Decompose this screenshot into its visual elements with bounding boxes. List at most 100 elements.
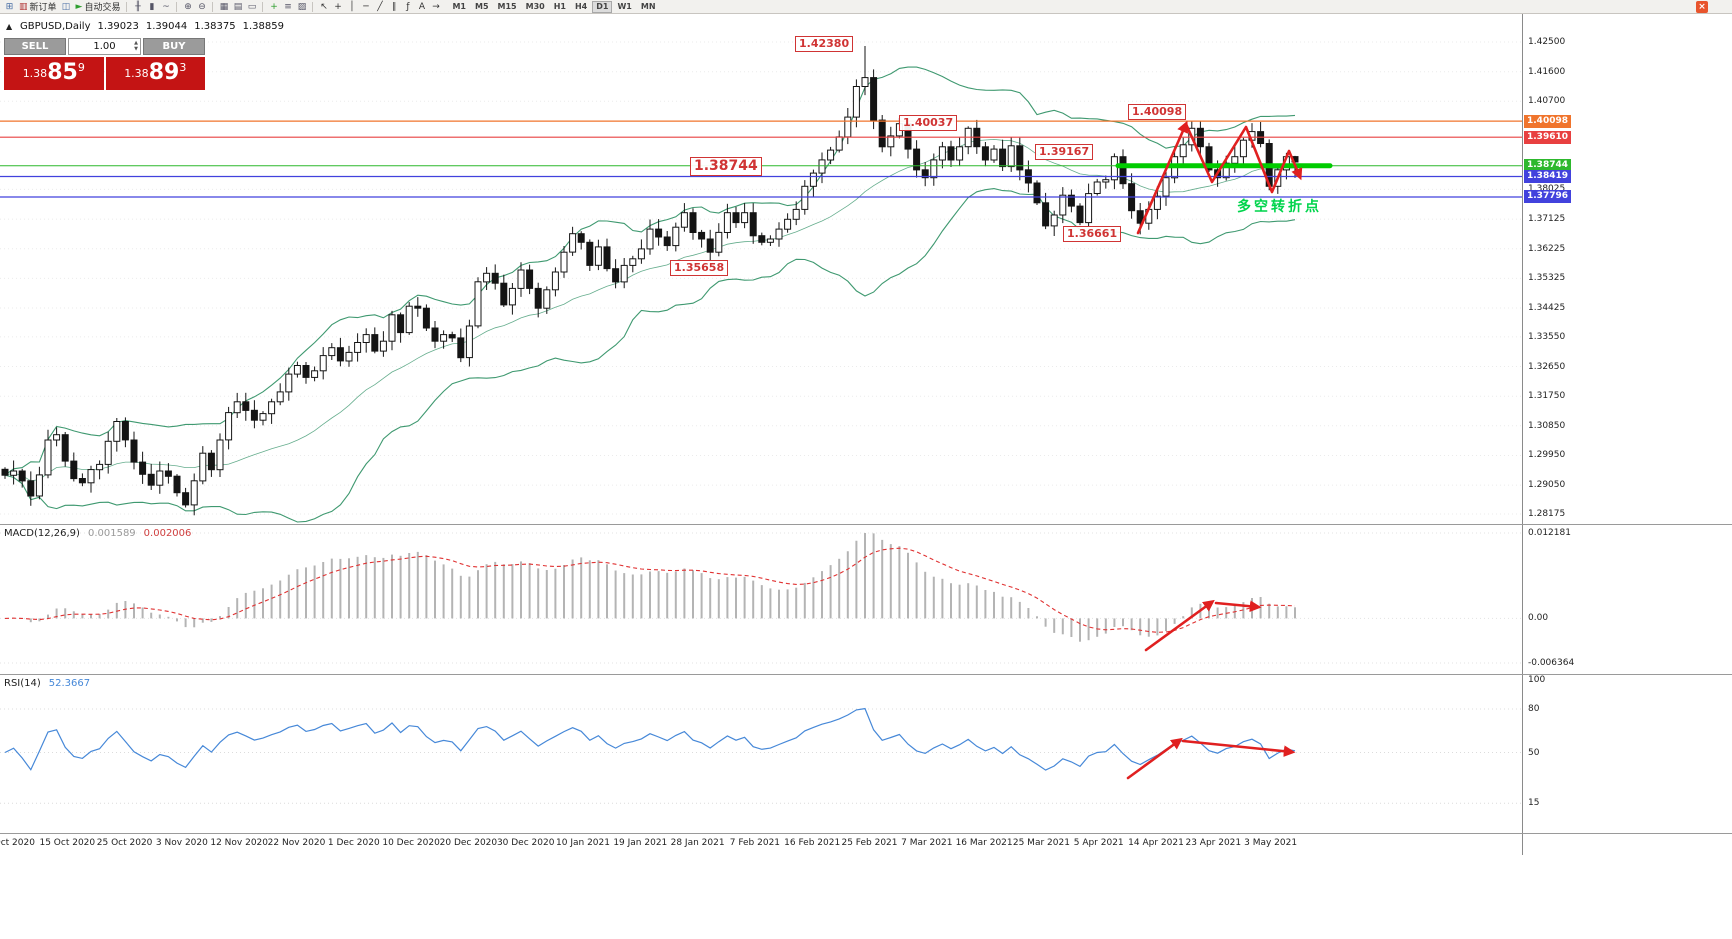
timeframe-m5[interactable]: M5: [475, 2, 489, 11]
buy-price-pips: 89: [148, 60, 180, 85]
chart-price-label[interactable]: 1.40098: [1128, 104, 1187, 120]
text-tool-button[interactable]: A: [415, 1, 428, 13]
volume-spinner[interactable]: ▲ ▼: [134, 40, 138, 52]
templates-button[interactable]: ▨: [295, 1, 308, 13]
cursor-button[interactable]: ↖: [317, 1, 330, 13]
timeframe-w1[interactable]: W1: [617, 2, 632, 11]
price-tag: 1.37796: [1524, 190, 1571, 204]
close-button[interactable]: ×: [1696, 1, 1708, 13]
new-order-icon: ▥: [19, 1, 28, 12]
fibonacci-button[interactable]: ƒ: [401, 1, 414, 13]
timeframe-m1[interactable]: M1: [452, 2, 466, 11]
macd-chart[interactable]: [0, 524, 1522, 674]
price-tick: 1.40700: [1528, 96, 1566, 107]
panel-separator[interactable]: [0, 674, 1732, 675]
ohlc-open: 1.39023: [97, 21, 139, 32]
toolbar-separator: [262, 1, 264, 12]
sell-price-base: 1.38: [22, 67, 48, 80]
tile-windows-button[interactable]: ▦: [217, 1, 230, 13]
toolbar-separator: [176, 1, 178, 12]
spinner-up-icon[interactable]: ▲: [134, 40, 138, 46]
candlestick-chart-type-button[interactable]: ▮: [145, 1, 158, 13]
annotation-arrow[interactable]: [1214, 600, 1262, 613]
price-tick: 1.42500: [1528, 37, 1566, 47]
macd-value: 0.001589: [87, 528, 136, 539]
new-order-button[interactable]: ▥ 新订单: [17, 1, 59, 14]
auto-arrange-button[interactable]: ▭: [245, 1, 258, 13]
ohlc-low: 1.38375: [194, 21, 236, 32]
one-click-toggle-icon[interactable]: ▲: [6, 22, 13, 31]
price-tag: 1.39610: [1524, 130, 1571, 144]
annotation-arrow[interactable]: [1126, 737, 1183, 780]
date-label: 12 Nov 2020: [210, 838, 269, 848]
auto-trading-label: 自动交易: [84, 3, 121, 13]
price-tag: 1.40098: [1524, 114, 1571, 128]
bar-chart-type-button[interactable]: ╫: [131, 1, 144, 13]
timeframe-d1[interactable]: D1: [592, 0, 613, 13]
horizontal-line-button[interactable]: ─: [359, 1, 372, 13]
price-tick: 1.33550: [1528, 331, 1566, 342]
channel-icon: ∥: [391, 1, 397, 12]
date-label: 3 Nov 2020: [155, 838, 208, 848]
chart-window-icon: ◫: [61, 1, 71, 12]
symbol-period: GBPUSD,Daily: [20, 21, 91, 32]
chart-price-label[interactable]: 1.38744: [690, 157, 762, 176]
macd-panel: 0.012181 0.00 -0.006364 MACD(12,26,9) 0.00…: [0, 524, 1732, 674]
channel-button[interactable]: ∥: [387, 1, 400, 13]
chart-price-label[interactable]: 1.39167: [1035, 144, 1094, 160]
candlestick-chart-type-icon: ▮: [149, 1, 155, 12]
date-label: 7 Mar 2021: [901, 838, 953, 848]
annotation-arrow[interactable]: [1181, 739, 1296, 757]
spinner-down-icon[interactable]: ▼: [134, 46, 138, 52]
cascade-windows-button[interactable]: ▤: [231, 1, 244, 13]
timeframe-h1[interactable]: H1: [553, 2, 566, 11]
annotation-arrow[interactable]: [1136, 120, 1189, 235]
price-tag: 1.38744: [1524, 159, 1571, 173]
price-axis[interactable]: 1.42500 1.41600 1.40700 1.38025 1.37125 1.362…: [1522, 14, 1732, 524]
date-label: 10 Dec 2020: [382, 838, 440, 848]
chart-price-label[interactable]: 1.42380: [795, 36, 854, 52]
horizontal-line-icon: ─: [363, 1, 369, 12]
zoom-out-button[interactable]: ⊖: [195, 1, 208, 13]
date-label: 3 May 2021: [1244, 838, 1298, 848]
auto-trading-button[interactable]: ► 自动交易: [74, 1, 123, 14]
timeframe-m30[interactable]: M30: [525, 2, 545, 11]
buy-price-button[interactable]: 1.38 89 3: [105, 57, 205, 90]
buy-button[interactable]: BUY: [143, 38, 205, 55]
indicators-icon: +: [270, 1, 278, 12]
annotation-arrow[interactable]: [1184, 122, 1303, 194]
chart-price-label[interactable]: 1.35658: [670, 260, 729, 276]
rsi-axis[interactable]: 100 80 50 15: [1522, 674, 1732, 833]
chart-window-button[interactable]: ◫: [60, 1, 73, 13]
price-chart[interactable]: [0, 14, 1522, 524]
line-chart-type-button[interactable]: ~: [159, 1, 172, 13]
sell-button[interactable]: SELL: [4, 38, 66, 55]
date-axis-corner: [1522, 833, 1732, 855]
arrow-tool-button[interactable]: →: [429, 1, 442, 13]
panel-separator[interactable]: [0, 833, 1732, 834]
rsi-chart[interactable]: [0, 674, 1522, 833]
timeframe-m15[interactable]: M15: [497, 2, 517, 11]
macd-title: MACD(12,26,9) 0.001589 0.002006: [4, 528, 191, 539]
macd-axis[interactable]: 0.012181 0.00 -0.006364: [1522, 524, 1732, 674]
chart-price-label[interactable]: 1.40037: [899, 115, 958, 131]
date-label: 30 Dec 2020: [496, 838, 555, 848]
crosshair-button[interactable]: +: [331, 1, 344, 13]
timeframe-mn[interactable]: MN: [640, 2, 656, 11]
vertical-line-button[interactable]: │: [345, 1, 358, 13]
chart-price-label[interactable]: 1.36661: [1063, 226, 1122, 242]
periods-button[interactable]: ≡: [281, 1, 294, 13]
line-chart-type-icon: ~: [162, 1, 170, 12]
sell-price-button[interactable]: 1.38 85 9: [4, 57, 104, 90]
price-tick: 1.41600: [1528, 66, 1566, 77]
indicators-button[interactable]: +: [267, 1, 280, 13]
volume-input[interactable]: 1.00 ▲ ▼: [68, 38, 141, 55]
timeframe-h4[interactable]: H4: [574, 2, 588, 11]
toolbar-separator: [212, 1, 214, 12]
zoom-in-button[interactable]: ⊕: [181, 1, 194, 13]
annotation-arrow[interactable]: [1144, 599, 1215, 652]
panel-separator[interactable]: [0, 524, 1732, 525]
trendline-button[interactable]: ╱: [373, 1, 386, 13]
new-chart-button[interactable]: ⊞: [3, 1, 16, 13]
